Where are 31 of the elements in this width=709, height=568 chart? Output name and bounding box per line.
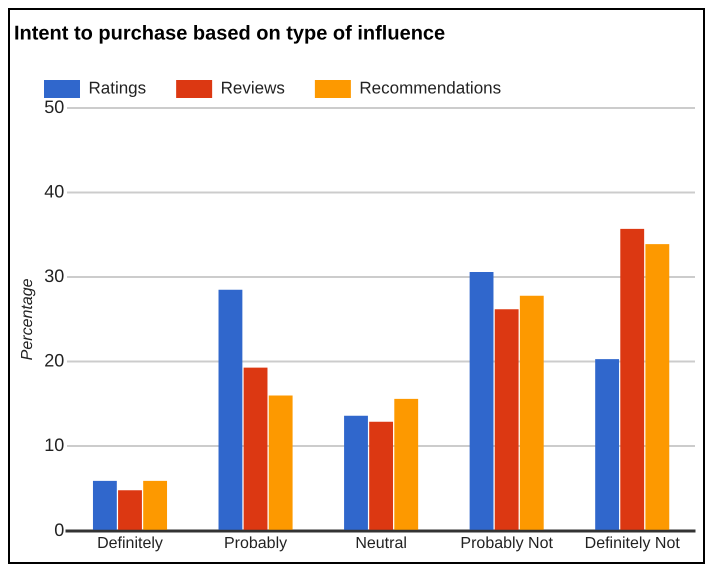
bar <box>369 422 394 530</box>
y-axis-title: Percentage <box>19 278 36 360</box>
x-tick-label: Probably Not <box>460 534 554 552</box>
x-tick-label: Neutral <box>355 534 407 552</box>
x-tick-label: Definitely <box>97 534 163 552</box>
bar <box>244 368 268 530</box>
bar <box>218 290 242 530</box>
bar <box>645 244 670 530</box>
y-tick-label: 10 <box>44 435 64 456</box>
y-tick-label: 50 <box>44 96 64 117</box>
y-tick-label: 0 <box>54 520 64 540</box>
bar <box>595 359 620 530</box>
bar <box>143 480 168 530</box>
y-tick-label: 20 <box>44 350 64 371</box>
bar <box>494 309 519 530</box>
bar <box>118 490 142 530</box>
y-tick-label: 40 <box>44 182 64 202</box>
bar <box>344 416 368 530</box>
bar <box>92 480 117 530</box>
legend-label: Reviews <box>220 78 285 98</box>
chart-title: Intent to purchase based on type of influence <box>14 22 446 45</box>
legend-label: Ratings <box>88 78 146 98</box>
x-tick-label: Probably <box>224 534 288 552</box>
bar <box>620 228 644 530</box>
bar <box>520 296 544 530</box>
bar <box>470 272 494 530</box>
x-tick-label: Definitely Not <box>584 534 680 552</box>
bar <box>268 396 293 530</box>
legend-label: Recommendations <box>359 78 502 98</box>
bar <box>394 398 418 530</box>
y-tick-label: 30 <box>44 266 64 286</box>
